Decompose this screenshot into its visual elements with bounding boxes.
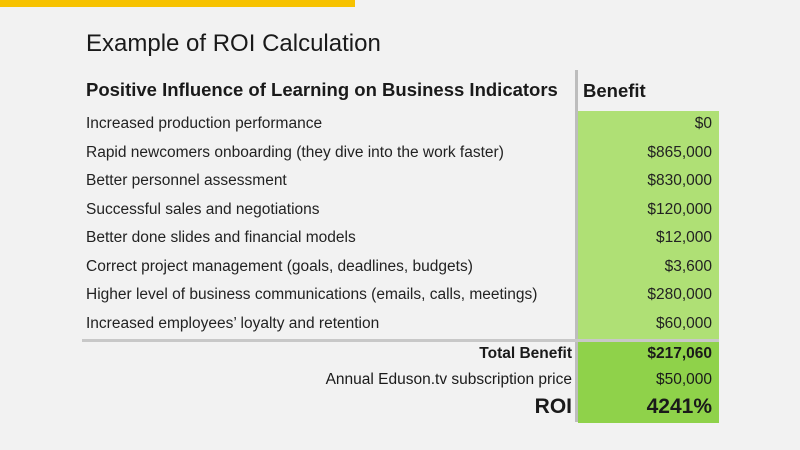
row-value: $120,000 (647, 200, 712, 218)
row-label: Rapid newcomers onboarding (they dive in… (86, 143, 504, 161)
benefit-column-background (578, 111, 719, 339)
table-row: Successful sales and negotiations $120,0… (0, 197, 800, 226)
row-label: Correct project management (goals, deadl… (86, 257, 473, 275)
accent-bar (0, 0, 355, 7)
table-header-indicators: Positive Influence of Learning on Busine… (86, 79, 558, 100)
row-label: Increased employees’ loyalty and retenti… (86, 314, 380, 332)
table-row: Increased employees’ loyalty and retenti… (0, 311, 800, 340)
total-benefit-label: Total Benefit (479, 345, 572, 362)
table-row: Higher level of business communications … (0, 282, 800, 311)
row-value: $0 (694, 115, 712, 132)
row-label: Better personnel assessment (86, 172, 287, 189)
table-row: Better personnel assessment $830,000 (0, 168, 800, 197)
total-column-background (578, 342, 719, 423)
row-value: $830,000 (647, 172, 712, 189)
row-label: Higher level of business communications … (86, 286, 538, 303)
row-label: Better done slides and financial models (86, 229, 356, 246)
page-title: Example of ROI Calculation (86, 30, 381, 57)
table-header-benefit: Benefit (583, 80, 646, 101)
roi-label: ROI (534, 395, 572, 418)
row-value: $865,000 (647, 143, 712, 161)
row-label: Increased production performance (86, 115, 323, 132)
subscription-price-value: $50,000 (655, 371, 712, 388)
table-row: Increased production performance $0 (0, 111, 800, 140)
table-row: Better done slides and financial models … (0, 225, 800, 254)
roi-value: 4241% (646, 395, 712, 418)
table-row: Correct project management (goals, deadl… (0, 254, 800, 283)
subscription-price-label: Annual Eduson.tv subscription price (325, 371, 572, 388)
row-label: Successful sales and negotiations (86, 200, 320, 218)
total-benefit-value: $217,060 (647, 345, 712, 362)
summary-divider (82, 339, 719, 342)
row-value: $280,000 (647, 286, 712, 303)
indicator-table: Increased production performance $0 Rapi… (0, 111, 800, 339)
row-value: $60,000 (655, 314, 712, 332)
row-value: $3,600 (664, 257, 712, 275)
column-divider (575, 70, 578, 422)
row-value: $12,000 (655, 229, 712, 246)
table-row: Rapid newcomers onboarding (they dive in… (0, 140, 800, 169)
